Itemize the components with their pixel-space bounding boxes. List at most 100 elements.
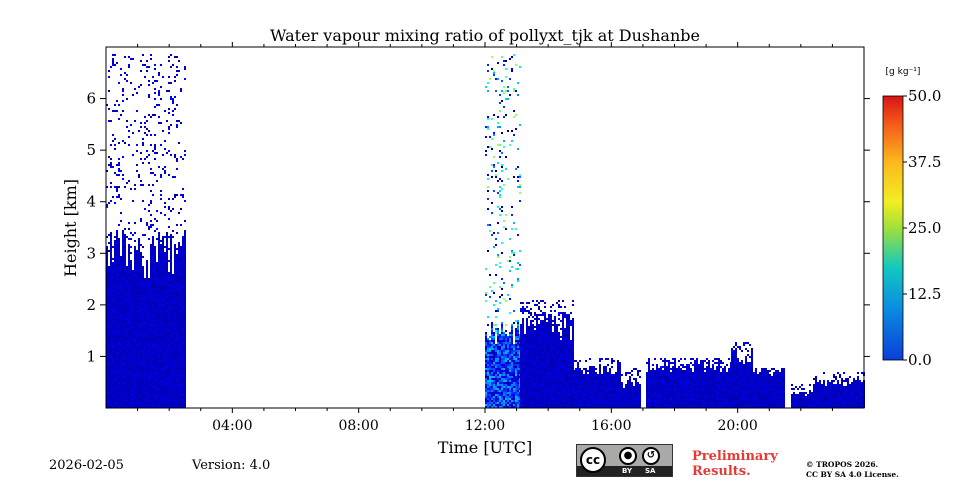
heatmap-cell	[172, 336, 174, 338]
heatmap-cell	[140, 388, 142, 390]
heatmap-cell	[112, 288, 114, 290]
heatmap-cell	[495, 332, 497, 334]
heatmap-cell	[132, 344, 134, 346]
heatmap-cell	[110, 120, 112, 122]
heatmap-cell	[134, 352, 136, 354]
heatmap-cell	[136, 370, 138, 372]
heatmap-cell	[158, 242, 160, 244]
heatmap-cell	[144, 116, 146, 118]
heatmap-cell	[122, 254, 124, 256]
heatmap-cell	[110, 300, 112, 302]
heatmap-cell	[513, 346, 515, 348]
heatmap-cell	[495, 356, 497, 358]
heatmap-cell	[507, 294, 509, 296]
heatmap-cell	[540, 380, 542, 382]
heatmap-cell	[485, 336, 487, 338]
heatmap-cell	[112, 322, 114, 324]
heatmap-cell	[150, 406, 152, 408]
heatmap-cell	[116, 336, 118, 338]
heatmap-cell	[491, 212, 493, 214]
heatmap-cell	[515, 396, 517, 398]
heatmap-cell	[507, 342, 509, 344]
heatmap-cell	[148, 278, 150, 280]
heatmap-cell	[501, 366, 503, 368]
heatmap-cell	[520, 332, 522, 334]
heatmap-cell	[524, 376, 526, 378]
heatmap-cell	[528, 386, 530, 388]
heatmap-cell	[532, 348, 534, 350]
heatmap-cell	[491, 384, 493, 386]
heatmap-cell	[162, 396, 164, 398]
heatmap-cell	[106, 186, 108, 188]
heatmap-cell	[489, 376, 491, 378]
heatmap-cell	[493, 134, 495, 136]
heatmap-cell	[150, 220, 152, 222]
heatmap-cell	[532, 394, 534, 396]
heatmap-cell	[517, 322, 519, 324]
heatmap-cell	[507, 340, 509, 342]
heatmap-cell	[536, 396, 538, 398]
heatmap-cell	[156, 220, 158, 222]
heatmap-cell	[112, 316, 114, 318]
heatmap-cell	[154, 114, 156, 116]
heatmap-cell	[522, 318, 524, 320]
heatmap-cell	[120, 322, 122, 324]
heatmap-cell	[180, 322, 182, 324]
heatmap-cell	[160, 174, 162, 176]
heatmap-cell	[114, 324, 116, 326]
heatmap-cell	[114, 252, 116, 254]
heatmap-cell	[142, 334, 144, 336]
heatmap-cell	[509, 78, 511, 80]
heatmap-cell	[162, 238, 164, 240]
heatmap-cell	[536, 352, 538, 354]
heatmap-cell	[176, 104, 178, 106]
heatmap-cell	[126, 330, 128, 332]
heatmap-cell	[178, 286, 180, 288]
heatmap-cell	[164, 396, 166, 398]
heatmap-cell	[172, 282, 174, 284]
heatmap-cell	[511, 348, 513, 350]
heatmap-cell	[172, 362, 174, 364]
heatmap-cell	[526, 402, 528, 404]
heatmap-cell	[493, 372, 495, 374]
heatmap-cell	[164, 316, 166, 318]
heatmap-cell	[513, 376, 515, 378]
heatmap-cell	[515, 228, 517, 230]
heatmap-cell	[519, 264, 521, 266]
heatmap-cell	[168, 284, 170, 286]
heatmap-cell	[170, 292, 172, 294]
heatmap-cell	[152, 236, 154, 238]
heatmap-cell	[499, 372, 501, 374]
heatmap-cell	[528, 394, 530, 396]
heatmap-cell	[116, 258, 118, 260]
heatmap-cell	[509, 270, 511, 272]
heatmap-cell	[540, 402, 542, 404]
heatmap-cell	[538, 390, 540, 392]
heatmap-cell	[489, 380, 491, 382]
heatmap-cell	[524, 310, 526, 312]
heatmap-cell	[166, 346, 168, 348]
heatmap-cell	[534, 390, 536, 392]
heatmap-cell	[503, 106, 505, 108]
heatmap-cell	[146, 314, 148, 316]
heatmap-cell	[128, 328, 130, 330]
heatmap-cell	[124, 268, 126, 270]
heatmap-cell	[520, 382, 522, 384]
heatmap-cell	[150, 258, 152, 260]
heatmap-cell	[180, 300, 182, 302]
heatmap-cell	[134, 288, 136, 290]
heatmap-cell	[540, 320, 542, 322]
heatmap-cell	[126, 332, 128, 334]
heatmap-cell	[108, 314, 110, 316]
heatmap-cell	[538, 308, 540, 310]
heatmap-cell	[122, 242, 124, 244]
heatmap-cell	[110, 264, 112, 266]
heatmap-cell	[112, 380, 114, 382]
heatmap-cell	[114, 344, 116, 346]
heatmap-cell	[160, 318, 162, 320]
heatmap-cell	[170, 294, 172, 296]
heatmap-cell	[158, 366, 160, 368]
heatmap-cell	[150, 286, 152, 288]
heatmap-cell	[150, 354, 152, 356]
heatmap-cell	[158, 330, 160, 332]
